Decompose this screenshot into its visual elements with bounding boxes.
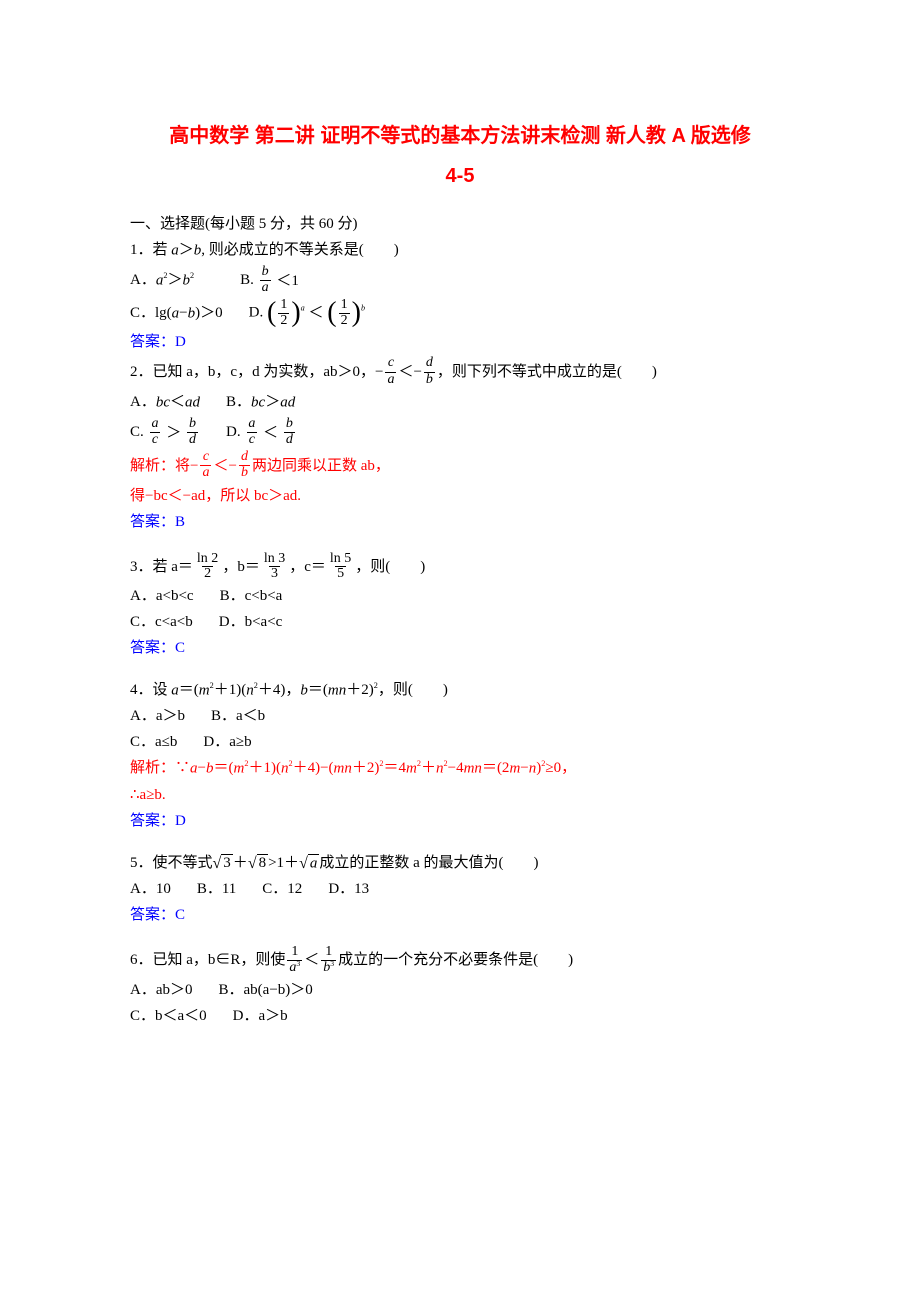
q4-answer: 答案：D	[130, 809, 790, 833]
q1-optC: C．lg(a−b)＞0	[130, 301, 223, 326]
q4-row-ab: A．a＞b B．a＜b	[130, 704, 790, 728]
q6-stem: 6．已知 a，b∈R，则使 1a3 ＜ 1b3 成立的一个充分不必要条件是( )	[130, 945, 790, 976]
section-1-heading: 一、选择题(每小题 5 分，共 60 分)	[130, 212, 790, 236]
q1-answer: 答案：D	[130, 330, 790, 354]
q4-row-cd: C．a≤b D．a≥b	[130, 730, 790, 754]
q6-row-ab: A．ab＞0 B．ab(a−b)＞0	[130, 978, 790, 1002]
q2-optD: D. ac ＜ bd	[226, 417, 297, 449]
q4-optB: B．a＜b	[211, 704, 265, 728]
q6-optA: A．ab＞0	[130, 978, 193, 1002]
q2-optB: B．bc＞ad	[226, 390, 295, 415]
q1-optD: D. (12)a ＜ (12)b	[249, 298, 365, 328]
q4-optC: C．a≤b	[130, 730, 177, 754]
q5-stem: 5．使不等式 √3 ＋ √8 >1＋ √a 成立的正整数 a 的最大值为( )	[130, 851, 790, 875]
q4-optD: D．a≥b	[203, 730, 251, 754]
page-subtitle: 4-5	[130, 160, 790, 192]
q2-answer: 答案：B	[130, 510, 790, 534]
q1-optB: B. ba ＜1	[240, 265, 299, 297]
q5-optB: B．11	[197, 877, 236, 901]
q1-optA: A．a2＞b2	[130, 268, 194, 293]
q1-row-cd: C．lg(a−b)＞0 D. (12)a ＜ (12)b	[130, 298, 790, 328]
q3-stem: 3．若 a＝ ln 22 ，b＝ ln 33 ，c＝ ln 55 ，则( )	[130, 552, 790, 582]
q6-optC: C．b＜a＜0	[130, 1004, 207, 1028]
q5-optD: D．13	[328, 877, 369, 901]
q2-row-cd: C. ac ＞ bd D. ac ＜ bd	[130, 417, 790, 449]
q2-optA: A．bc＜ad	[130, 390, 200, 415]
q2-row-ab: A．bc＜ad B．bc＞ad	[130, 390, 790, 415]
q5-optC: C．12	[262, 877, 302, 901]
q6-optD: D．a＞b	[233, 1004, 288, 1028]
q3-optB: B．c<b<a	[220, 584, 283, 608]
q1-stem: 1．若 a＞b, 则必成立的不等关系是( )	[130, 238, 790, 263]
q3-optC: C．c<a<b	[130, 610, 193, 634]
q6-row-cd: C．b＜a＜0 D．a＞b	[130, 1004, 790, 1028]
q3-optA: A．a<b<c	[130, 584, 194, 608]
q2-optC: C. ac ＞ bd	[130, 417, 200, 449]
q2-solution-2: 得−bc＜−ad，所以 bc＞ad.	[130, 484, 790, 508]
page-title: 高中数学 第二讲 证明不等式的基本方法讲末检测 新人教 A 版选修	[130, 120, 790, 152]
q3-answer: 答案：C	[130, 636, 790, 660]
q4-optA: A．a＞b	[130, 704, 185, 728]
q5-answer: 答案：C	[130, 903, 790, 927]
q3-row-ab: A．a<b<c B．c<b<a	[130, 584, 790, 608]
q3-row-cd: C．c<a<b D．b<a<c	[130, 610, 790, 634]
q4-solution-1: 解析：∵a−b＝(m2＋1)(n2＋4)−(mn＋2)2＝4m2＋n2−4mn＝…	[130, 756, 790, 781]
q2-solution-1: 解析：将− ca ＜− db 两边同乘以正数 ab，	[130, 450, 790, 482]
q6-optB: B．ab(a−b)＞0	[219, 978, 313, 1002]
q2-stem: 2．已知 a，b，c，d 为实数，ab＞0，− ca ＜− db ，则下列不等式…	[130, 356, 790, 388]
q3-optD: D．b<a<c	[219, 610, 283, 634]
q4-solution-2: ∴a≥b.	[130, 783, 790, 807]
q4-stem: 4．设 a＝(m2＋1)(n2＋4)，b＝(mn＋2)2，则( )	[130, 678, 790, 703]
q5-optA: A．10	[130, 877, 171, 901]
q1-row-ab: A．a2＞b2 B. ba ＜1	[130, 265, 790, 297]
q5-options: A．10 B．11 C．12 D．13	[130, 877, 790, 901]
